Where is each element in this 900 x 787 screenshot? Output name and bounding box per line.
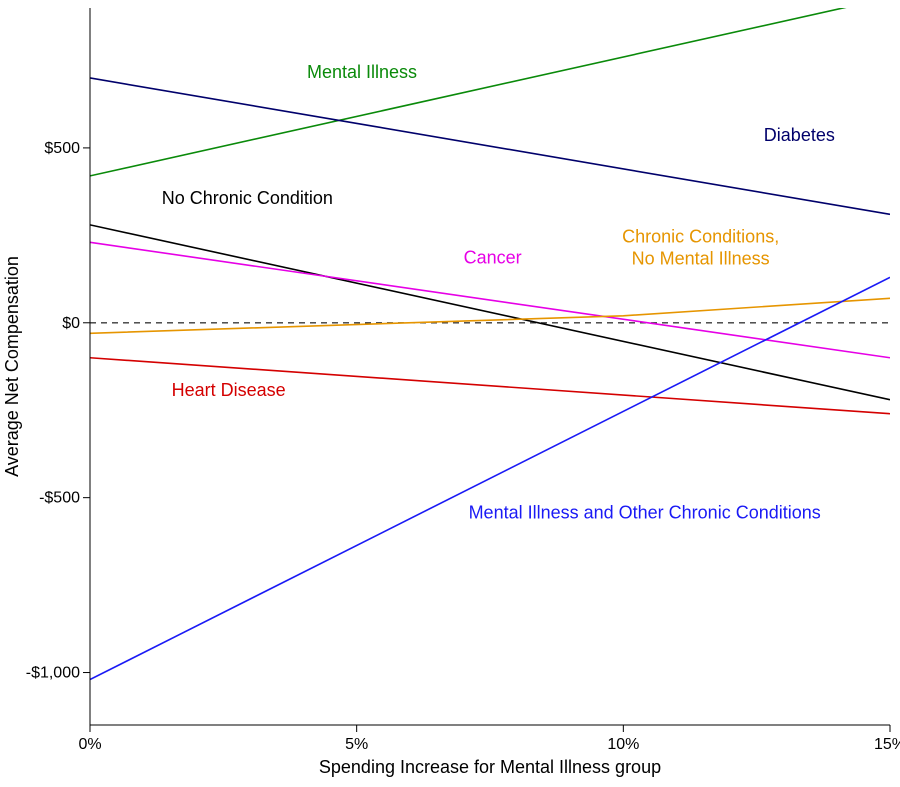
x-tick-label: 10% (607, 736, 639, 753)
chart-background (0, 0, 900, 787)
x-axis-title: Spending Increase for Mental Illness gro… (319, 757, 661, 777)
series-label-no_chronic: No Chronic Condition (162, 188, 333, 208)
x-tick-label: 15% (874, 736, 900, 753)
y-tick-label: $500 (44, 140, 80, 157)
y-tick-label: -$500 (39, 490, 80, 507)
series-label-mental_illness: Mental Illness (307, 62, 417, 82)
y-tick-label: -$1,000 (26, 665, 80, 682)
chart-container: Mental Illness Diabetes No Chronic Conditi… (0, 0, 900, 787)
series-label-chronic_no_mi: No Mental Illness (632, 248, 770, 268)
x-tick-label: 5% (345, 736, 368, 753)
x-tick-label: 0% (78, 736, 101, 753)
line-chart: Mental Illness Diabetes No Chronic Conditi… (0, 0, 900, 787)
series-label-mi_other_chronic: Mental Illness and Other Chronic Conditi… (469, 503, 821, 523)
series-label-diabetes: Diabetes (764, 125, 835, 145)
series-label-heart_disease: Heart Disease (172, 380, 286, 400)
series-label-cancer: Cancer (464, 247, 522, 267)
y-axis-title: Average Net Compensation (2, 256, 22, 477)
series-label-chronic_no_mi: Chronic Conditions, (622, 226, 779, 246)
y-tick-label: $0 (62, 315, 80, 332)
